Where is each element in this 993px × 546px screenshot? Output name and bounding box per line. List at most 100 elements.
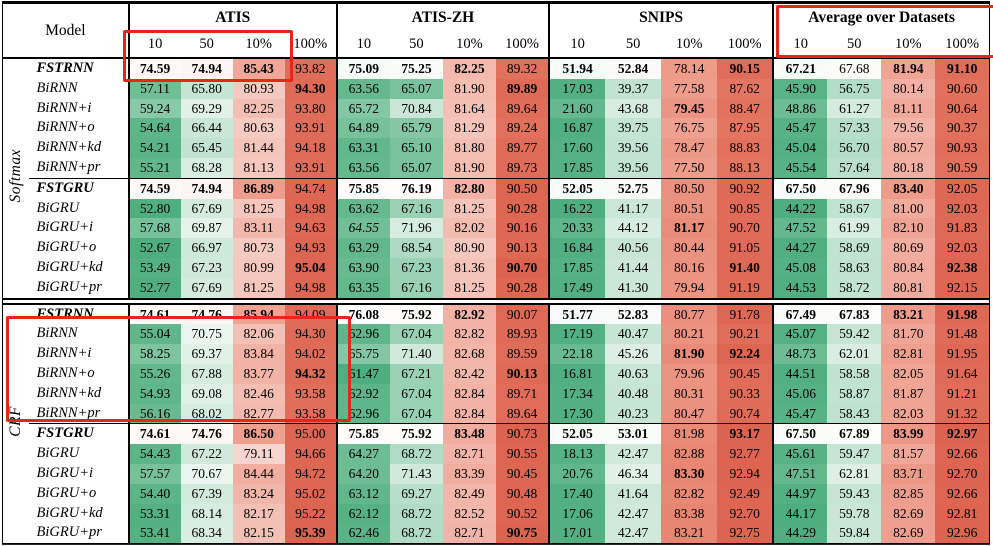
score-cell: 80.73 bbox=[232, 238, 285, 258]
score-cell: 54.21 bbox=[127, 138, 181, 158]
score-cell: 81.87 bbox=[881, 383, 936, 404]
score-cell: 44.27 bbox=[772, 238, 828, 258]
score-cell: 93.91 bbox=[284, 118, 337, 139]
score-cell: 79.94 bbox=[661, 277, 718, 298]
score-cell: 82.81 bbox=[881, 344, 936, 364]
score-cell: 69.29 bbox=[180, 98, 233, 119]
score-cell: 58.43 bbox=[827, 403, 882, 424]
score-cell: 83.38 bbox=[661, 503, 718, 524]
score-cell: 82.46 bbox=[232, 383, 285, 404]
score-cell: 63.62 bbox=[335, 198, 390, 219]
model-name: BiGRU+o bbox=[36, 484, 97, 501]
score-cell: 45.08 bbox=[772, 257, 828, 278]
score-cell: 67.50 bbox=[772, 177, 828, 199]
score-cell: 94.09 bbox=[284, 304, 337, 325]
table-row-softmax-bigru-pr: BiGRU+pr 52.77 67.69 81.25 94.98 63.35 67.16 81… bbox=[3, 277, 990, 298]
score-cell: 81.11 bbox=[881, 98, 936, 119]
score-cell: 82.49 bbox=[442, 483, 496, 504]
score-cell: 53.31 bbox=[127, 503, 181, 524]
table-body: Softmax FSTRNN 74.59 74.94 85.43 93.82 75.09 75… bbox=[2, 58, 990, 545]
score-cell: 88.13 bbox=[717, 157, 774, 179]
model-name: BiGRU bbox=[36, 445, 80, 462]
section-label-softmax: Softmax bbox=[3, 58, 29, 298]
score-cell: 17.85 bbox=[548, 157, 606, 179]
score-cell: 90.64 bbox=[935, 98, 990, 119]
score-cell: 63.90 bbox=[335, 257, 390, 278]
score-cell: 17.19 bbox=[548, 324, 606, 345]
score-cell: 54.93 bbox=[127, 383, 181, 404]
score-cell: 17.03 bbox=[548, 78, 606, 99]
score-cell: 91.64 bbox=[935, 363, 990, 384]
score-cell: 40.48 bbox=[605, 383, 662, 404]
table-head: Model ATIS ATIS-ZH SNIPS Average over Datase… bbox=[2, 2, 990, 58]
score-cell: 67.16 bbox=[389, 277, 443, 298]
score-cell: 57.64 bbox=[827, 157, 882, 179]
table-row-softmax-bigru-i: BiGRU+i 57.68 69.87 83.11 94.63 64.55 71.96 82.… bbox=[3, 218, 990, 239]
model-name: BiRNN+pr bbox=[36, 404, 101, 421]
subcolumn-header-atis-zh-100: 100% bbox=[505, 35, 539, 52]
score-cell: 83.21 bbox=[661, 523, 718, 545]
score-cell: 85.94 bbox=[232, 304, 285, 325]
score-cell: 92.94 bbox=[717, 463, 774, 484]
score-cell: 20.33 bbox=[548, 218, 606, 239]
score-cell: 59.47 bbox=[827, 444, 882, 464]
score-cell: 57.33 bbox=[827, 118, 882, 139]
score-cell: 17.60 bbox=[548, 138, 606, 158]
score-cell: 62.96 bbox=[335, 324, 390, 345]
model-column-header: Model bbox=[45, 21, 86, 39]
score-cell: 67.89 bbox=[827, 423, 882, 445]
score-cell: 75.25 bbox=[389, 58, 443, 79]
score-cell: 58.25 bbox=[127, 344, 181, 364]
subcolumn-header-snips-50: 50 bbox=[625, 35, 641, 52]
score-cell: 57.11 bbox=[127, 78, 181, 99]
score-cell: 78.14 bbox=[661, 58, 718, 79]
score-cell: 94.74 bbox=[284, 177, 337, 199]
score-cell: 81.70 bbox=[881, 324, 936, 345]
score-cell: 65.45 bbox=[180, 138, 233, 158]
score-cell: 90.70 bbox=[495, 257, 550, 278]
score-cell: 53.41 bbox=[127, 523, 181, 545]
subcolumn-header-snips-100: 100% bbox=[727, 35, 762, 52]
score-cell: 90.75 bbox=[495, 523, 550, 545]
model-name: BiRNN bbox=[36, 79, 78, 96]
score-cell: 52.83 bbox=[605, 304, 662, 325]
score-cell: 68.72 bbox=[389, 503, 443, 524]
score-cell: 90.28 bbox=[495, 198, 550, 219]
score-cell: 83.21 bbox=[881, 304, 936, 325]
table-row-crf-birnn: BiRNN 55.04 70.75 82.06 94.30 62.96 67.04 82.82… bbox=[3, 324, 990, 345]
score-cell: 90.50 bbox=[495, 177, 550, 199]
score-cell: 90.73 bbox=[495, 423, 550, 445]
score-cell: 45.61 bbox=[772, 444, 828, 464]
score-cell: 92.38 bbox=[935, 257, 990, 278]
score-cell: 75.92 bbox=[389, 304, 443, 325]
score-cell: 90.45 bbox=[495, 463, 550, 484]
score-cell: 67.23 bbox=[180, 257, 233, 278]
subcolumn-header-atis-zh-10: 10 bbox=[335, 31, 390, 58]
score-cell: 93.17 bbox=[717, 423, 774, 445]
score-cell: 68.02 bbox=[180, 403, 233, 424]
score-cell: 74.94 bbox=[180, 177, 233, 199]
score-cell: 17.06 bbox=[548, 503, 606, 524]
score-cell: 71.43 bbox=[389, 463, 443, 484]
model-name: BiRNN bbox=[36, 325, 78, 342]
score-cell: 67.23 bbox=[389, 257, 443, 278]
score-cell: 79.45 bbox=[661, 98, 718, 119]
table-row-crf-birnn-i: BiRNN+i 58.25 69.37 83.84 94.02 65.75 71.40 82.… bbox=[3, 344, 990, 364]
score-cell: 74.59 bbox=[127, 177, 181, 199]
score-cell: 39.56 bbox=[605, 138, 662, 158]
score-cell: 21.60 bbox=[548, 98, 606, 119]
score-cell: 83.30 bbox=[661, 463, 718, 484]
model-name: FSTGRU bbox=[28, 423, 129, 445]
score-cell: 80.63 bbox=[232, 118, 285, 139]
score-cell: 59.43 bbox=[827, 483, 882, 504]
score-cell: 95.04 bbox=[284, 257, 337, 278]
score-cell: 94.98 bbox=[284, 198, 337, 219]
score-cell: 69.87 bbox=[180, 218, 233, 239]
score-cell: 41.17 bbox=[605, 198, 662, 219]
section-divider-row bbox=[2, 297, 990, 305]
score-cell: 54.40 bbox=[127, 483, 181, 504]
score-cell: 92.96 bbox=[935, 523, 990, 545]
score-cell: 92.15 bbox=[935, 277, 990, 298]
score-cell: 92.24 bbox=[717, 344, 774, 364]
score-cell: 55.21 bbox=[127, 157, 181, 179]
